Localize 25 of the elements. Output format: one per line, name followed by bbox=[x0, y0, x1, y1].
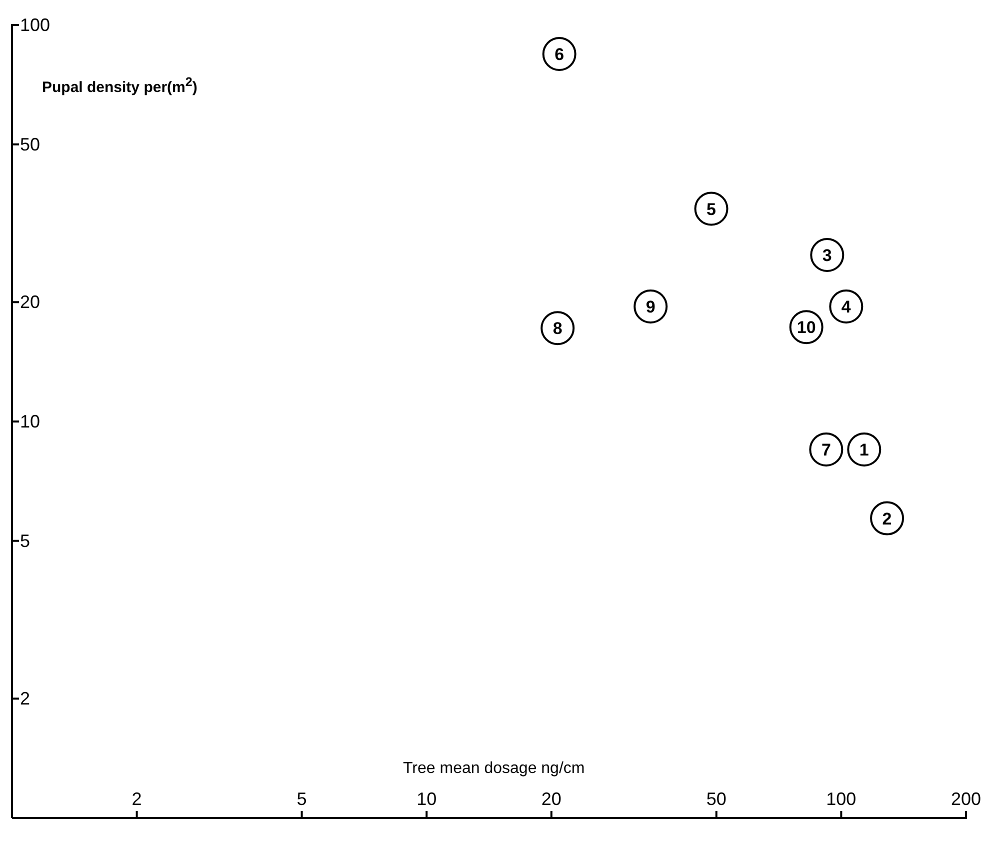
x-tick-label: 10 bbox=[416, 789, 437, 809]
x-tick-label: 50 bbox=[706, 789, 726, 809]
x-tick-label: 5 bbox=[296, 789, 307, 809]
x-tick-label: 200 bbox=[950, 789, 982, 809]
y-tick-label: 10 bbox=[20, 412, 40, 432]
annotation: 1 bbox=[859, 440, 869, 460]
annotation: 10 bbox=[796, 318, 816, 338]
y-axis-title: Pupal density per(m$^{2}$) bbox=[42, 75, 198, 96]
y-tick-label: 20 bbox=[20, 292, 40, 312]
y-tick-label: 100 bbox=[20, 15, 50, 35]
annotation: 6 bbox=[554, 45, 564, 64]
x-tick-label: 20 bbox=[541, 789, 562, 809]
annotation: 4 bbox=[841, 298, 852, 317]
x-tick-label: 2 bbox=[132, 789, 142, 809]
annotation: 2 bbox=[882, 509, 892, 528]
y-tick-label: 50 bbox=[20, 134, 40, 154]
annotation: 5 bbox=[706, 200, 716, 219]
annotation: 3 bbox=[822, 246, 832, 266]
annotation: 8 bbox=[552, 319, 562, 338]
annotation: 9 bbox=[646, 298, 656, 317]
y-tick-label: 2 bbox=[20, 688, 30, 709]
x-axis-title: Tree mean dosage ng/cm bbox=[403, 760, 585, 778]
annotation: 7 bbox=[821, 440, 831, 460]
x-tick-label: 100 bbox=[826, 789, 856, 809]
y-tick-label: 5 bbox=[20, 530, 30, 551]
